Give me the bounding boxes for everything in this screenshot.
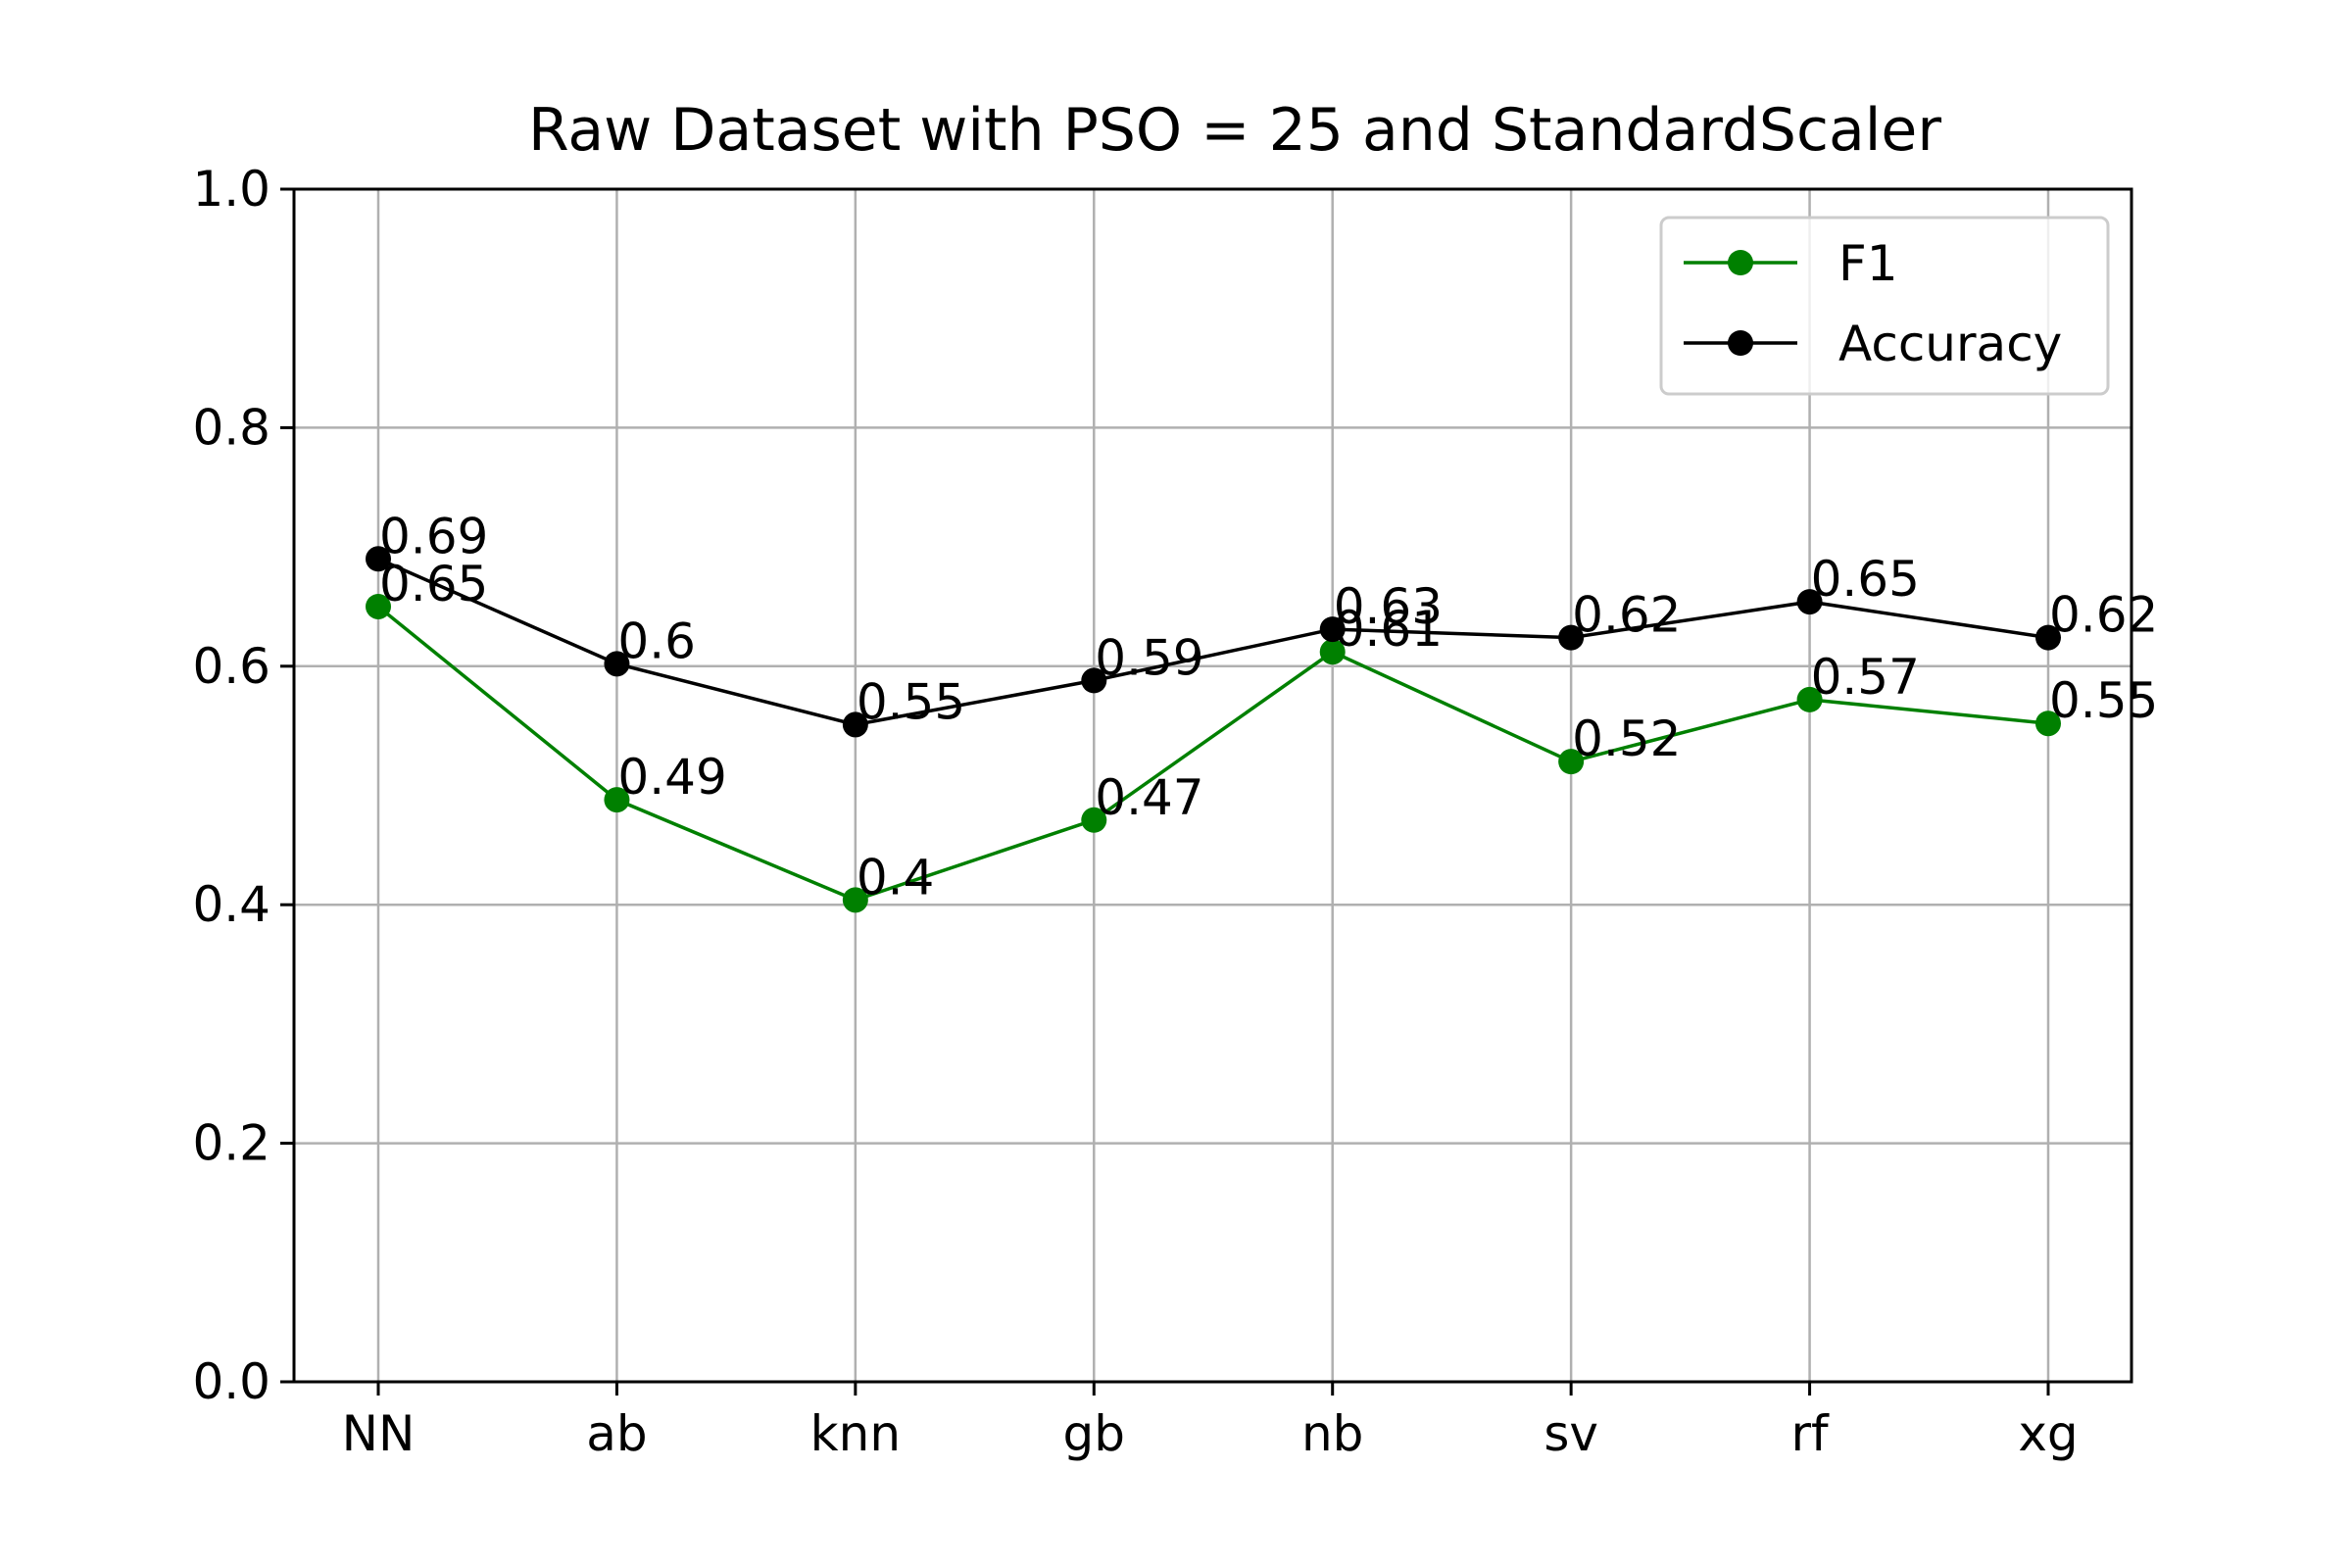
data-point <box>1319 639 1346 665</box>
data-point <box>2035 624 2061 651</box>
data-label: 0.62 <box>1572 587 1681 644</box>
data-label: 0.57 <box>1811 649 1920 706</box>
data-point <box>1796 589 1823 615</box>
series-layer: 0.650.490.40.470.610.520.57 0.550.690.60.… <box>366 508 2158 913</box>
data-label: 0.65 <box>1811 551 1920 608</box>
x-tick-label: sv <box>1544 1405 1598 1462</box>
legend-label: Accuracy <box>1838 316 2062 372</box>
x-tick-label: nb <box>1301 1405 1363 1462</box>
data-label: 0.59 <box>1095 629 1203 686</box>
data-point <box>1796 686 1823 712</box>
x-tick-label: ab <box>586 1405 647 1462</box>
x-tick-label: NN <box>342 1405 416 1462</box>
legend-swatch-marker <box>1728 330 1753 356</box>
data-label: 0.62 <box>2049 587 2158 644</box>
data-label: 0.55 <box>857 673 965 730</box>
data-point <box>366 593 391 619</box>
data-label: 0.49 <box>617 749 726 806</box>
data-point <box>2035 710 2061 737</box>
series-line-accuracy <box>377 557 2049 727</box>
data-point <box>604 651 630 677</box>
x-tick-label: knn <box>810 1405 901 1462</box>
data-point <box>366 546 391 572</box>
data-label: 0.69 <box>379 508 488 564</box>
series-line-f1 <box>376 605 2049 903</box>
data-label: 0.47 <box>1095 769 1203 826</box>
data-point <box>842 711 868 738</box>
plot-frame <box>292 187 2133 1384</box>
data-label: 0.63 <box>1334 578 1443 635</box>
legend-swatch-marker <box>1728 250 1753 275</box>
x-tick-label: xg <box>2018 1405 2078 1462</box>
y-tick-label: 0.0 <box>192 1353 270 1410</box>
chart-title: Raw Dataset with PSO = 25 and StandardSc… <box>528 96 1941 165</box>
data-label: 0.4 <box>857 849 935 906</box>
data-label: 0.52 <box>1572 710 1681 767</box>
data-point <box>1081 807 1107 833</box>
data-label: 0.6 <box>617 612 696 669</box>
y-tick-label: 0.2 <box>192 1115 270 1172</box>
y-tick-label: 0.4 <box>192 876 270 933</box>
legend-label: F1 <box>1838 235 1898 292</box>
legend: F1 Accuracy <box>1659 216 2110 396</box>
x-tick-label: gb <box>1063 1405 1125 1462</box>
data-point <box>842 887 868 913</box>
x-tick-label: rf <box>1790 1405 1830 1462</box>
data-point <box>1558 624 1585 651</box>
y-tick-label: 1.0 <box>192 161 270 218</box>
data-point <box>604 787 630 813</box>
data-point <box>1558 749 1585 775</box>
data-label: 0.55 <box>2049 672 2158 729</box>
data-point <box>1319 616 1346 643</box>
y-tick-label: 0.6 <box>192 638 270 695</box>
y-tick-label: 0.8 <box>192 399 270 456</box>
data-point <box>1081 667 1107 694</box>
axes-layer: 0.0 0.2 0.4 0.6 0.8 1.0 NN ab knn gb nb sv rf xg <box>192 161 2133 1462</box>
